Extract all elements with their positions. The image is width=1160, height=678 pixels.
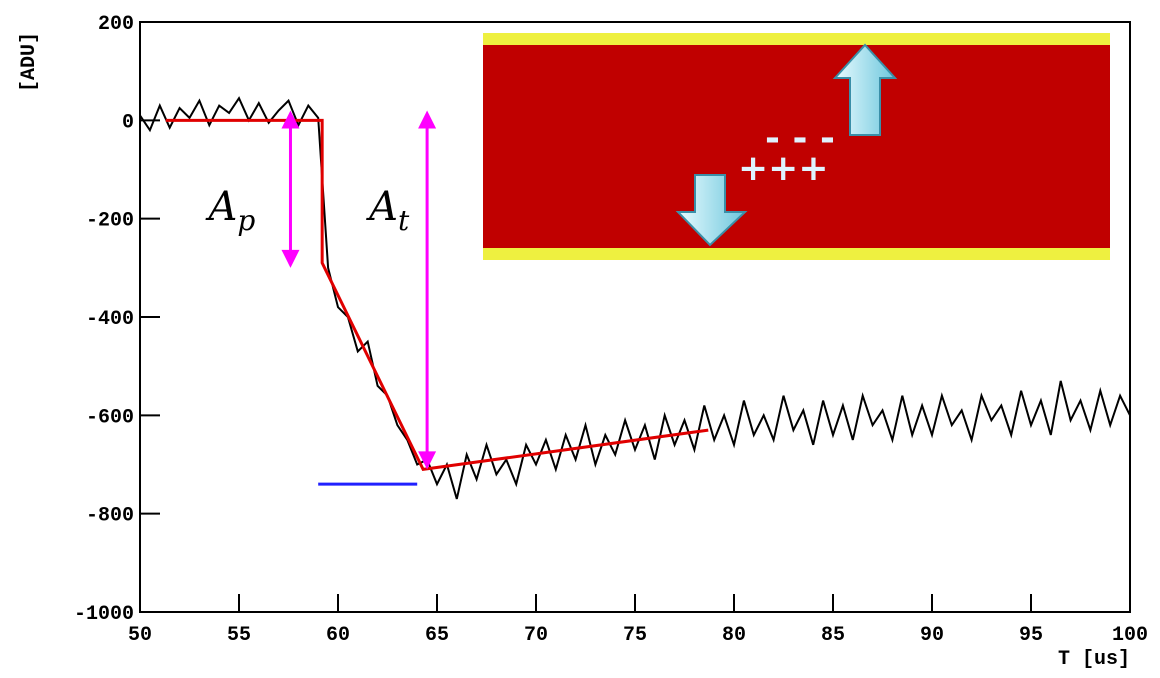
bottom-electrode bbox=[483, 248, 1110, 260]
x-tick-label: 80 bbox=[722, 624, 746, 647]
annotation-subscript: t bbox=[398, 204, 410, 237]
annotation-label: Ap bbox=[204, 184, 255, 237]
arrow-head bbox=[281, 249, 300, 268]
x-tick-label: 75 bbox=[623, 624, 647, 647]
down-arrow bbox=[675, 174, 748, 247]
y-tick-label: 200 bbox=[98, 13, 134, 36]
x-tick-label: 65 bbox=[425, 624, 449, 647]
top-electrode bbox=[483, 33, 1110, 45]
inset: - - - +++ bbox=[483, 33, 1110, 260]
x-tick-label: 90 bbox=[920, 624, 944, 647]
annotation-subscript: p bbox=[237, 204, 255, 237]
x-tick-label: 100 bbox=[1112, 624, 1148, 647]
annotation-symbol: A bbox=[204, 184, 237, 230]
x-axis-title: T [us] bbox=[1058, 648, 1130, 671]
y-tick-label: -200 bbox=[86, 210, 134, 233]
up-arrow bbox=[832, 43, 898, 136]
arrow-head bbox=[281, 110, 300, 129]
inset-minus: - - - bbox=[765, 118, 835, 159]
x-tick-label: 95 bbox=[1019, 624, 1043, 647]
inset-plus: +++ bbox=[738, 148, 829, 189]
x-tick-label: 70 bbox=[524, 624, 548, 647]
y-tick-label: 0 bbox=[122, 111, 134, 134]
inset-body bbox=[483, 33, 1110, 260]
y-axis-title: [ADU] bbox=[18, 32, 41, 92]
arrow-head bbox=[418, 110, 437, 129]
y-tick-label: -800 bbox=[86, 505, 134, 528]
y-tick-label: -1000 bbox=[74, 603, 134, 626]
x-tick-label: 55 bbox=[227, 624, 251, 647]
fit-line bbox=[165, 118, 709, 472]
x-tick-label: 60 bbox=[326, 624, 350, 647]
signal-trace bbox=[139, 96, 1131, 500]
arrow-head bbox=[418, 451, 437, 470]
y-tick-label: -600 bbox=[86, 406, 134, 429]
annotation-symbol: A bbox=[365, 184, 398, 230]
x-tick-label: 85 bbox=[821, 624, 845, 647]
y-tick-label: -400 bbox=[86, 308, 134, 331]
x-tick-label: 50 bbox=[128, 624, 152, 647]
annotation-label: At bbox=[365, 184, 410, 237]
